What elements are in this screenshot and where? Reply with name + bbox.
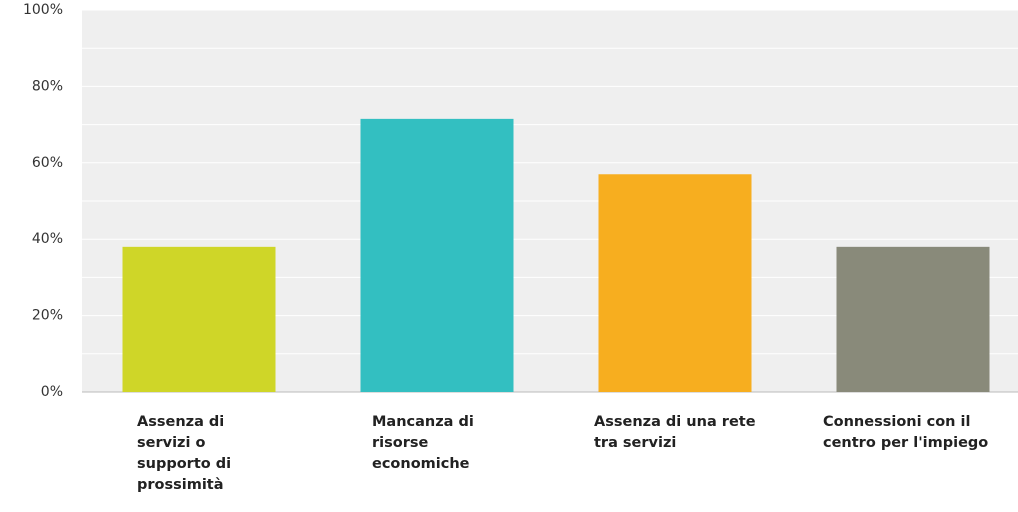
bar bbox=[598, 174, 752, 392]
bar bbox=[122, 246, 276, 392]
x-tick-label: Mancanza di risorse economiche bbox=[372, 414, 474, 472]
y-tick-label: 60% bbox=[32, 155, 63, 171]
x-tick-label: Connessioni con il centro per l'impiego bbox=[823, 414, 989, 451]
y-tick-label: 0% bbox=[41, 384, 63, 400]
y-tick-label: 80% bbox=[32, 78, 63, 94]
x-tick-label: Assenza di una rete tra servizi bbox=[594, 414, 756, 451]
bar bbox=[836, 246, 990, 392]
bar bbox=[360, 118, 514, 393]
y-tick-label: 40% bbox=[32, 231, 63, 247]
y-tick-label: 100% bbox=[23, 2, 63, 18]
x-tick-label: Assenza di servizi o supporto di prossim… bbox=[137, 414, 232, 493]
y-tick-label: 20% bbox=[32, 308, 63, 324]
